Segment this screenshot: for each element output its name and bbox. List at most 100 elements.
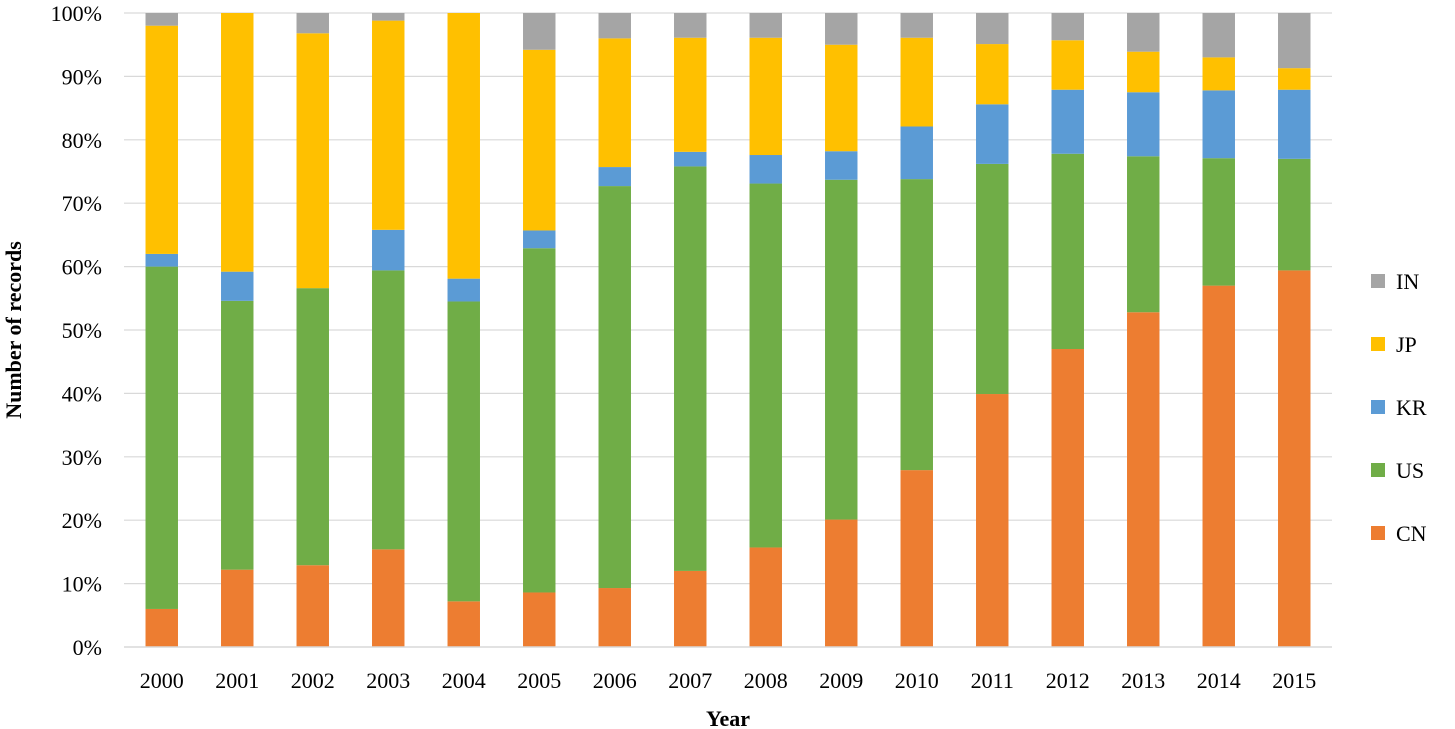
bar-CN-2008 [749, 547, 782, 647]
y-tick-90%: 90% [62, 64, 102, 89]
x-tick-2006: 2006 [593, 668, 637, 693]
x-axis-tick-labels: 2000 2001 2002 2003 2004 2005 2006 2007 2008 2009… [140, 668, 1317, 693]
x-tick-2001: 2001 [215, 668, 259, 693]
bar-JP-2009 [825, 44, 858, 152]
x-tick-2012: 2012 [1046, 668, 1090, 693]
bar-IN-2003 [372, 13, 405, 21]
bar-CN-2010 [900, 470, 933, 647]
legend-item-CN: CN [1371, 521, 1427, 546]
legend: IN JP KR US CN [1371, 269, 1427, 546]
bar-CN-2012 [1051, 349, 1084, 647]
bar-KR-2015 [1278, 89, 1311, 159]
bar-IN-2012 [1051, 13, 1084, 41]
bar-IN-2009 [825, 13, 858, 45]
legend-item-KR: KR [1371, 395, 1427, 420]
bar-KR-2000 [145, 253, 178, 267]
bar-JP-2011 [976, 44, 1009, 105]
x-tick-2011: 2011 [971, 668, 1014, 693]
bar-JP-2006 [598, 38, 631, 168]
bar-US-2014 [1202, 158, 1235, 286]
bar-KR-2006 [598, 167, 631, 187]
bars [145, 13, 1311, 647]
bar-CN-2002 [296, 565, 329, 647]
x-tick-2002: 2002 [291, 668, 335, 693]
bar-JP-2013 [1127, 51, 1160, 93]
bar-IN-2015 [1278, 13, 1311, 69]
bar-KR-2009 [825, 151, 858, 180]
bar-KR-2011 [976, 104, 1009, 164]
bar-CN-2011 [976, 394, 1009, 647]
bar-JP-2010 [900, 37, 933, 127]
y-tick-80%: 80% [62, 128, 102, 153]
x-tick-2008: 2008 [744, 668, 788, 693]
bar-IN-2005 [523, 13, 556, 50]
x-tick-2009: 2009 [819, 668, 863, 693]
bar-JP-2014 [1202, 57, 1235, 91]
y-tick-60%: 60% [62, 255, 102, 280]
legend-swatch-KR [1371, 400, 1385, 414]
bar-IN-2013 [1127, 13, 1160, 52]
legend-item-IN: IN [1371, 269, 1419, 294]
legend-swatch-CN [1371, 526, 1385, 540]
bar-JP-2012 [1051, 40, 1084, 90]
bar-US-2004 [447, 301, 480, 602]
y-tick-40%: 40% [62, 381, 102, 406]
bar-CN-2003 [372, 549, 405, 647]
bar-KR-2010 [900, 126, 933, 180]
bar-US-2008 [749, 183, 782, 548]
legend-label-CN: CN [1396, 521, 1427, 546]
bar-CN-2006 [598, 588, 631, 647]
y-tick-30%: 30% [62, 445, 102, 470]
bar-JP-2007 [674, 37, 707, 152]
legend-swatch-IN [1371, 274, 1385, 288]
legend-label-US: US [1396, 458, 1424, 483]
bar-US-2002 [296, 288, 329, 566]
bar-CN-2014 [1202, 285, 1235, 647]
bar-JP-2004 [447, 13, 480, 279]
x-tick-2007: 2007 [668, 668, 712, 693]
bar-IN-2006 [598, 13, 631, 39]
bar-US-2005 [523, 248, 556, 593]
x-tick-2000: 2000 [140, 668, 184, 693]
bar-IN-2000 [145, 13, 178, 26]
bar-IN-2008 [749, 13, 782, 38]
bar-US-2015 [1278, 158, 1311, 271]
bar-US-2013 [1127, 156, 1160, 313]
bar-CN-2013 [1127, 312, 1160, 647]
bar-JP-2001 [221, 13, 254, 272]
bar-KR-2007 [674, 151, 707, 167]
y-tick-10%: 10% [62, 572, 102, 597]
bar-US-2001 [221, 300, 254, 570]
bar-CN-2004 [447, 601, 480, 647]
bar-IN-2010 [900, 13, 933, 38]
bar-JP-2015 [1278, 68, 1311, 90]
bar-JP-2000 [145, 25, 178, 254]
y-axis-tick-labels: 0% 10% 20% 30% 40% 50% 60% 70% 80% 90% 100% [51, 1, 102, 660]
bar-CN-2005 [523, 592, 556, 647]
bar-KR-2014 [1202, 90, 1235, 159]
y-tick-50%: 50% [62, 318, 102, 343]
bar-JP-2008 [749, 37, 782, 156]
legend-item-JP: JP [1371, 332, 1417, 357]
y-tick-100%: 100% [51, 1, 102, 26]
bar-IN-2011 [976, 13, 1009, 45]
bar-KR-2013 [1127, 92, 1160, 157]
bar-IN-2002 [296, 13, 329, 34]
y-axis-title: Number of records [1, 241, 26, 419]
bar-US-2010 [900, 179, 933, 471]
bar-JP-2003 [372, 20, 405, 230]
bar-US-2000 [145, 266, 178, 609]
bar-KR-2004 [447, 278, 480, 302]
bar-US-2009 [825, 179, 858, 520]
bar-KR-2003 [372, 229, 405, 271]
x-tick-2005: 2005 [517, 668, 561, 693]
bar-US-2011 [976, 163, 1009, 395]
x-axis-title: Year [706, 706, 750, 729]
x-tick-2003: 2003 [366, 668, 410, 693]
bar-CN-2001 [221, 569, 254, 647]
legend-swatch-JP [1371, 337, 1385, 351]
y-tick-20%: 20% [62, 508, 102, 533]
bar-IN-2007 [674, 13, 707, 38]
legend-label-IN: IN [1396, 269, 1419, 294]
